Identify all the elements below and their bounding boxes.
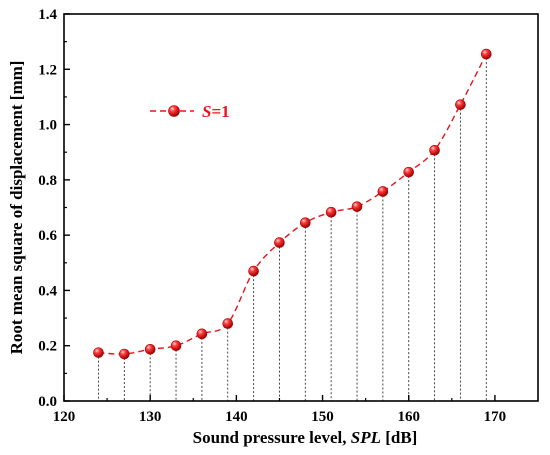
data-point <box>300 217 311 229</box>
data-point <box>274 237 285 248</box>
legend-label: S=1 <box>202 102 230 121</box>
legend-label-value: =1 <box>211 102 229 121</box>
x-tick-label: 150 <box>311 409 334 425</box>
x-axis-title-part-1: Sound pressure level, <box>193 428 351 447</box>
data-point <box>455 99 466 110</box>
y-tick-label: 0.4 <box>38 283 57 299</box>
y-axis-ticks: 0.0 0.2 0.4 0.6 0.8 1.0 1.2 1.4 <box>38 7 70 410</box>
data-markers <box>93 48 492 360</box>
data-point <box>170 340 182 352</box>
data-point <box>248 265 259 277</box>
data-point <box>196 328 208 340</box>
data-point <box>480 48 492 60</box>
y-tick-label: 0.8 <box>38 173 57 189</box>
y-axis-title: Root mean square of displacement [mm] <box>7 61 26 355</box>
data-point <box>144 344 156 355</box>
x-tick-label: 120 <box>53 409 76 425</box>
y-tick-label: 0.0 <box>38 394 57 410</box>
drop-lines <box>98 54 487 401</box>
data-point <box>377 186 389 197</box>
x-axis-ticks: 120 130 140 150 160 170 <box>53 395 506 425</box>
data-point <box>325 206 337 218</box>
x-axis-title-part-2: SPL <box>351 428 381 447</box>
x-tick-label: 160 <box>397 409 420 425</box>
y-tick-label: 0.6 <box>38 228 57 244</box>
x-tick-label: 140 <box>225 409 248 425</box>
data-point <box>403 166 415 178</box>
x-tick-label: 130 <box>139 409 162 425</box>
y-tick-label: 1.0 <box>38 118 57 134</box>
data-point <box>429 144 440 156</box>
y-tick-label: 1.2 <box>38 62 57 78</box>
plot-frame <box>63 13 539 402</box>
data-point <box>222 318 234 329</box>
data-point <box>93 347 104 358</box>
legend-label-var: S <box>202 102 211 121</box>
x-axis-title-part-3: [dB] <box>381 428 417 447</box>
y-tick-label: 1.4 <box>38 7 57 23</box>
series-line <box>98 53 487 355</box>
data-point <box>119 348 130 360</box>
x-tick-label: 170 <box>484 409 507 425</box>
legend: S=1 <box>150 102 230 121</box>
legend-marker <box>168 105 180 117</box>
x-axis-title: Sound pressure level, SPL [dB] <box>193 428 418 447</box>
series-line-group <box>98 53 487 355</box>
y-tick-label: 0.2 <box>38 339 57 355</box>
data-point <box>351 201 363 212</box>
